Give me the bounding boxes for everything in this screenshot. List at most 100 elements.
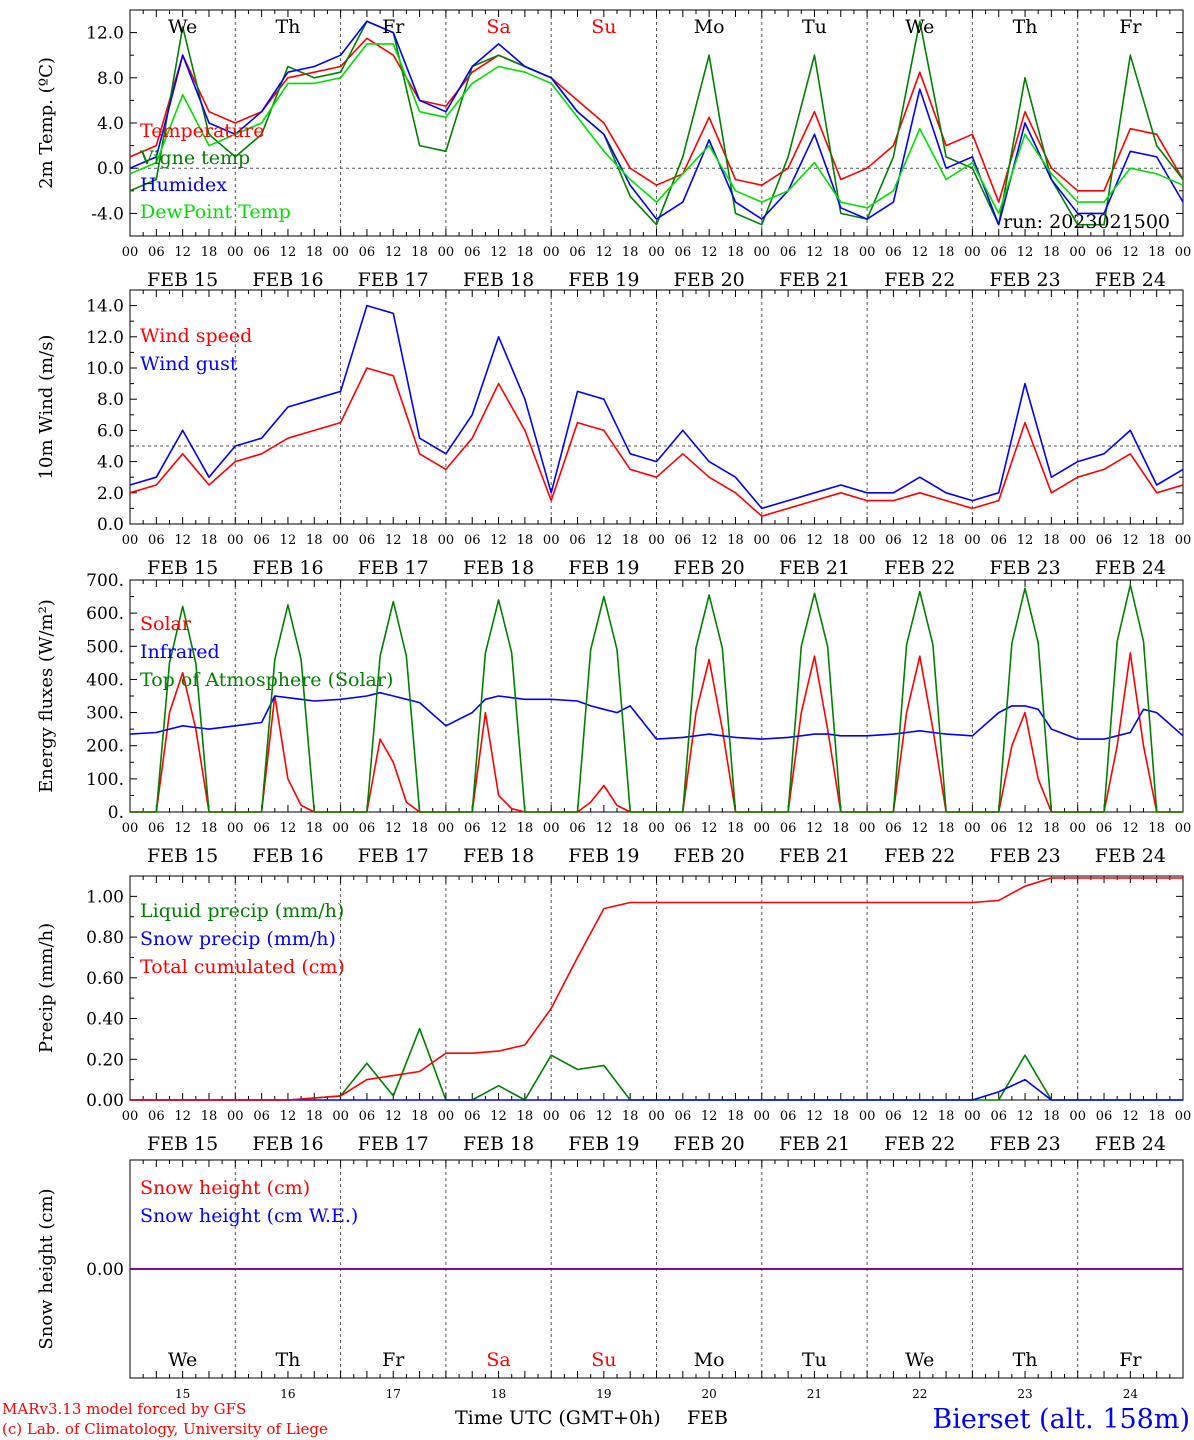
hour-tick-label: 12 [280, 245, 297, 260]
hour-tick-label: 00 [1069, 533, 1086, 548]
hour-tick-label: 00 [648, 1109, 665, 1124]
hour-tick-label: 18 [938, 1109, 955, 1124]
day-of-week-label: Th [1013, 16, 1038, 38]
hour-tick-label: 00 [1069, 245, 1086, 260]
hour-tick-label: 00 [754, 533, 771, 548]
hour-tick-label: 12 [806, 245, 823, 260]
hour-tick-label: 06 [359, 533, 376, 548]
hour-tick-label: 00 [438, 533, 455, 548]
day-of-week-label: Sa [486, 16, 510, 38]
hour-tick-label: 12 [490, 1109, 507, 1124]
hour-tick-label: 00 [227, 533, 244, 548]
legend-entry: Infrared [140, 641, 220, 663]
hour-tick-label: 18 [622, 821, 639, 836]
date-label: FEB 24 [1095, 845, 1166, 867]
hour-tick-label: 18 [938, 821, 955, 836]
panel-1: -4.0 0.0 4.0 8.0 12.0 2m Temp. (ºC) Temperatur… [36, 9, 1192, 291]
date-label: FEB 20 [674, 269, 745, 291]
hour-tick-label: 06 [359, 245, 376, 260]
footer: MARv3.13 model forced by GFS (c) Lab. of … [2, 1400, 1190, 1438]
hour-tick-label: 12 [701, 533, 718, 548]
date-label: FEB 17 [358, 1133, 429, 1155]
hour-tick-label: 18 [411, 821, 428, 836]
month-label: FEB [687, 1407, 728, 1429]
day-number-label: 21 [807, 1387, 822, 1401]
hour-tick-label: 18 [1148, 821, 1165, 836]
hour-tick-label: 06 [253, 533, 270, 548]
hour-tick-label: 06 [675, 245, 692, 260]
y-tick-label: 0.0 [97, 515, 124, 535]
date-label: FEB 22 [884, 1133, 955, 1155]
hour-tick-label: 06 [359, 821, 376, 836]
hour-tick-label: 06 [148, 245, 165, 260]
hour-tick-label: 18 [622, 533, 639, 548]
series-line-snow-precip-mm-h- [130, 1078, 1183, 1101]
hour-tick-label: 00 [1175, 821, 1192, 836]
day-number-label: 23 [1017, 1387, 1032, 1401]
day-of-week-labels: We We 15 Th Th 16 Fr Fr 17 Sa Sa 18 Su Su 19 Mo Mo 20 Tu Tu… [168, 16, 1142, 1401]
hour-tick-label: 12 [1122, 1109, 1139, 1124]
date-label: FEB 16 [252, 269, 323, 291]
day-number-label: 24 [1123, 1387, 1139, 1401]
hour-tick-label: 06 [780, 533, 797, 548]
y-tick-label: 12.0 [86, 24, 124, 44]
legend-entry: Top of Atmosphere (Solar) [140, 669, 393, 691]
legend-entry: Temperature [140, 120, 264, 142]
hour-tick-label: 06 [464, 1109, 481, 1124]
y-axis-label: Energy fluxes (W/m²) [36, 599, 57, 793]
panel-5: 0.00 Snow height (cm) Snow height (cm) Snow… [36, 1159, 1184, 1379]
hour-tick-label: 12 [806, 821, 823, 836]
date-label: FEB 21 [779, 269, 850, 291]
hour-tick-label: 18 [517, 1109, 534, 1124]
hour-tick-label: 06 [464, 821, 481, 836]
hour-tick-label: 00 [648, 821, 665, 836]
date-label: FEB 17 [358, 269, 429, 291]
y-tick-label: 0.60 [86, 969, 124, 989]
y-axis-label: Precip (mm/h) [36, 923, 57, 1053]
hour-tick-label: 18 [201, 1109, 218, 1124]
hour-tick-label: 18 [622, 245, 639, 260]
date-label: FEB 23 [989, 1133, 1060, 1155]
date-label: FEB 19 [568, 269, 639, 291]
hour-tick-label: 06 [1096, 1109, 1113, 1124]
y-tick-label: 8.0 [97, 69, 124, 89]
date-label: FEB 15 [147, 269, 218, 291]
date-label: FEB 22 [884, 845, 955, 867]
hour-tick-label: 12 [701, 821, 718, 836]
hour-tick-label: 00 [122, 1109, 139, 1124]
hour-tick-label: 12 [1017, 533, 1034, 548]
hour-tick-label: 00 [122, 533, 139, 548]
hour-tick-label: 18 [306, 821, 323, 836]
hour-tick-label: 00 [964, 245, 981, 260]
hour-tick-label: 06 [569, 1109, 586, 1124]
y-tick-label: 10.0 [86, 359, 124, 379]
series-line-humidex [129, 20, 1184, 226]
day-of-week-label: Fr [1119, 16, 1142, 38]
x-axis-title: Time UTC (GMT+0h) [455, 1407, 661, 1429]
hour-tick-label: 12 [1017, 1109, 1034, 1124]
hour-tick-label: 18 [306, 245, 323, 260]
y-tick-label: -4.0 [91, 204, 124, 224]
day-of-week-label: Th [1013, 1349, 1038, 1371]
y-tick-label: 200. [86, 737, 124, 757]
day-of-week-label: We [905, 16, 934, 38]
hour-tick-label: 00 [859, 533, 876, 548]
date-label: FEB 20 [674, 1133, 745, 1155]
day-of-week-label: Tu [802, 1349, 827, 1371]
hour-tick-label: 00 [1175, 245, 1192, 260]
hour-tick-label: 06 [780, 1109, 797, 1124]
day-of-week-label: Su [591, 16, 616, 38]
hour-tick-label: 00 [648, 245, 665, 260]
series-line-vigne-temp [129, 20, 1184, 226]
date-label: FEB 16 [252, 845, 323, 867]
day-number-label: 15 [175, 1387, 190, 1401]
series-line-top-of-atmosphere-solar- [130, 584, 1183, 813]
hour-tick-label: 00 [543, 245, 560, 260]
hour-tick-label: 12 [490, 821, 507, 836]
hour-tick-label: 12 [385, 533, 402, 548]
hour-tick-label: 00 [227, 1109, 244, 1124]
hour-tick-label: 00 [1069, 821, 1086, 836]
hour-tick-label: 00 [754, 1109, 771, 1124]
hour-tick-label: 12 [596, 245, 613, 260]
